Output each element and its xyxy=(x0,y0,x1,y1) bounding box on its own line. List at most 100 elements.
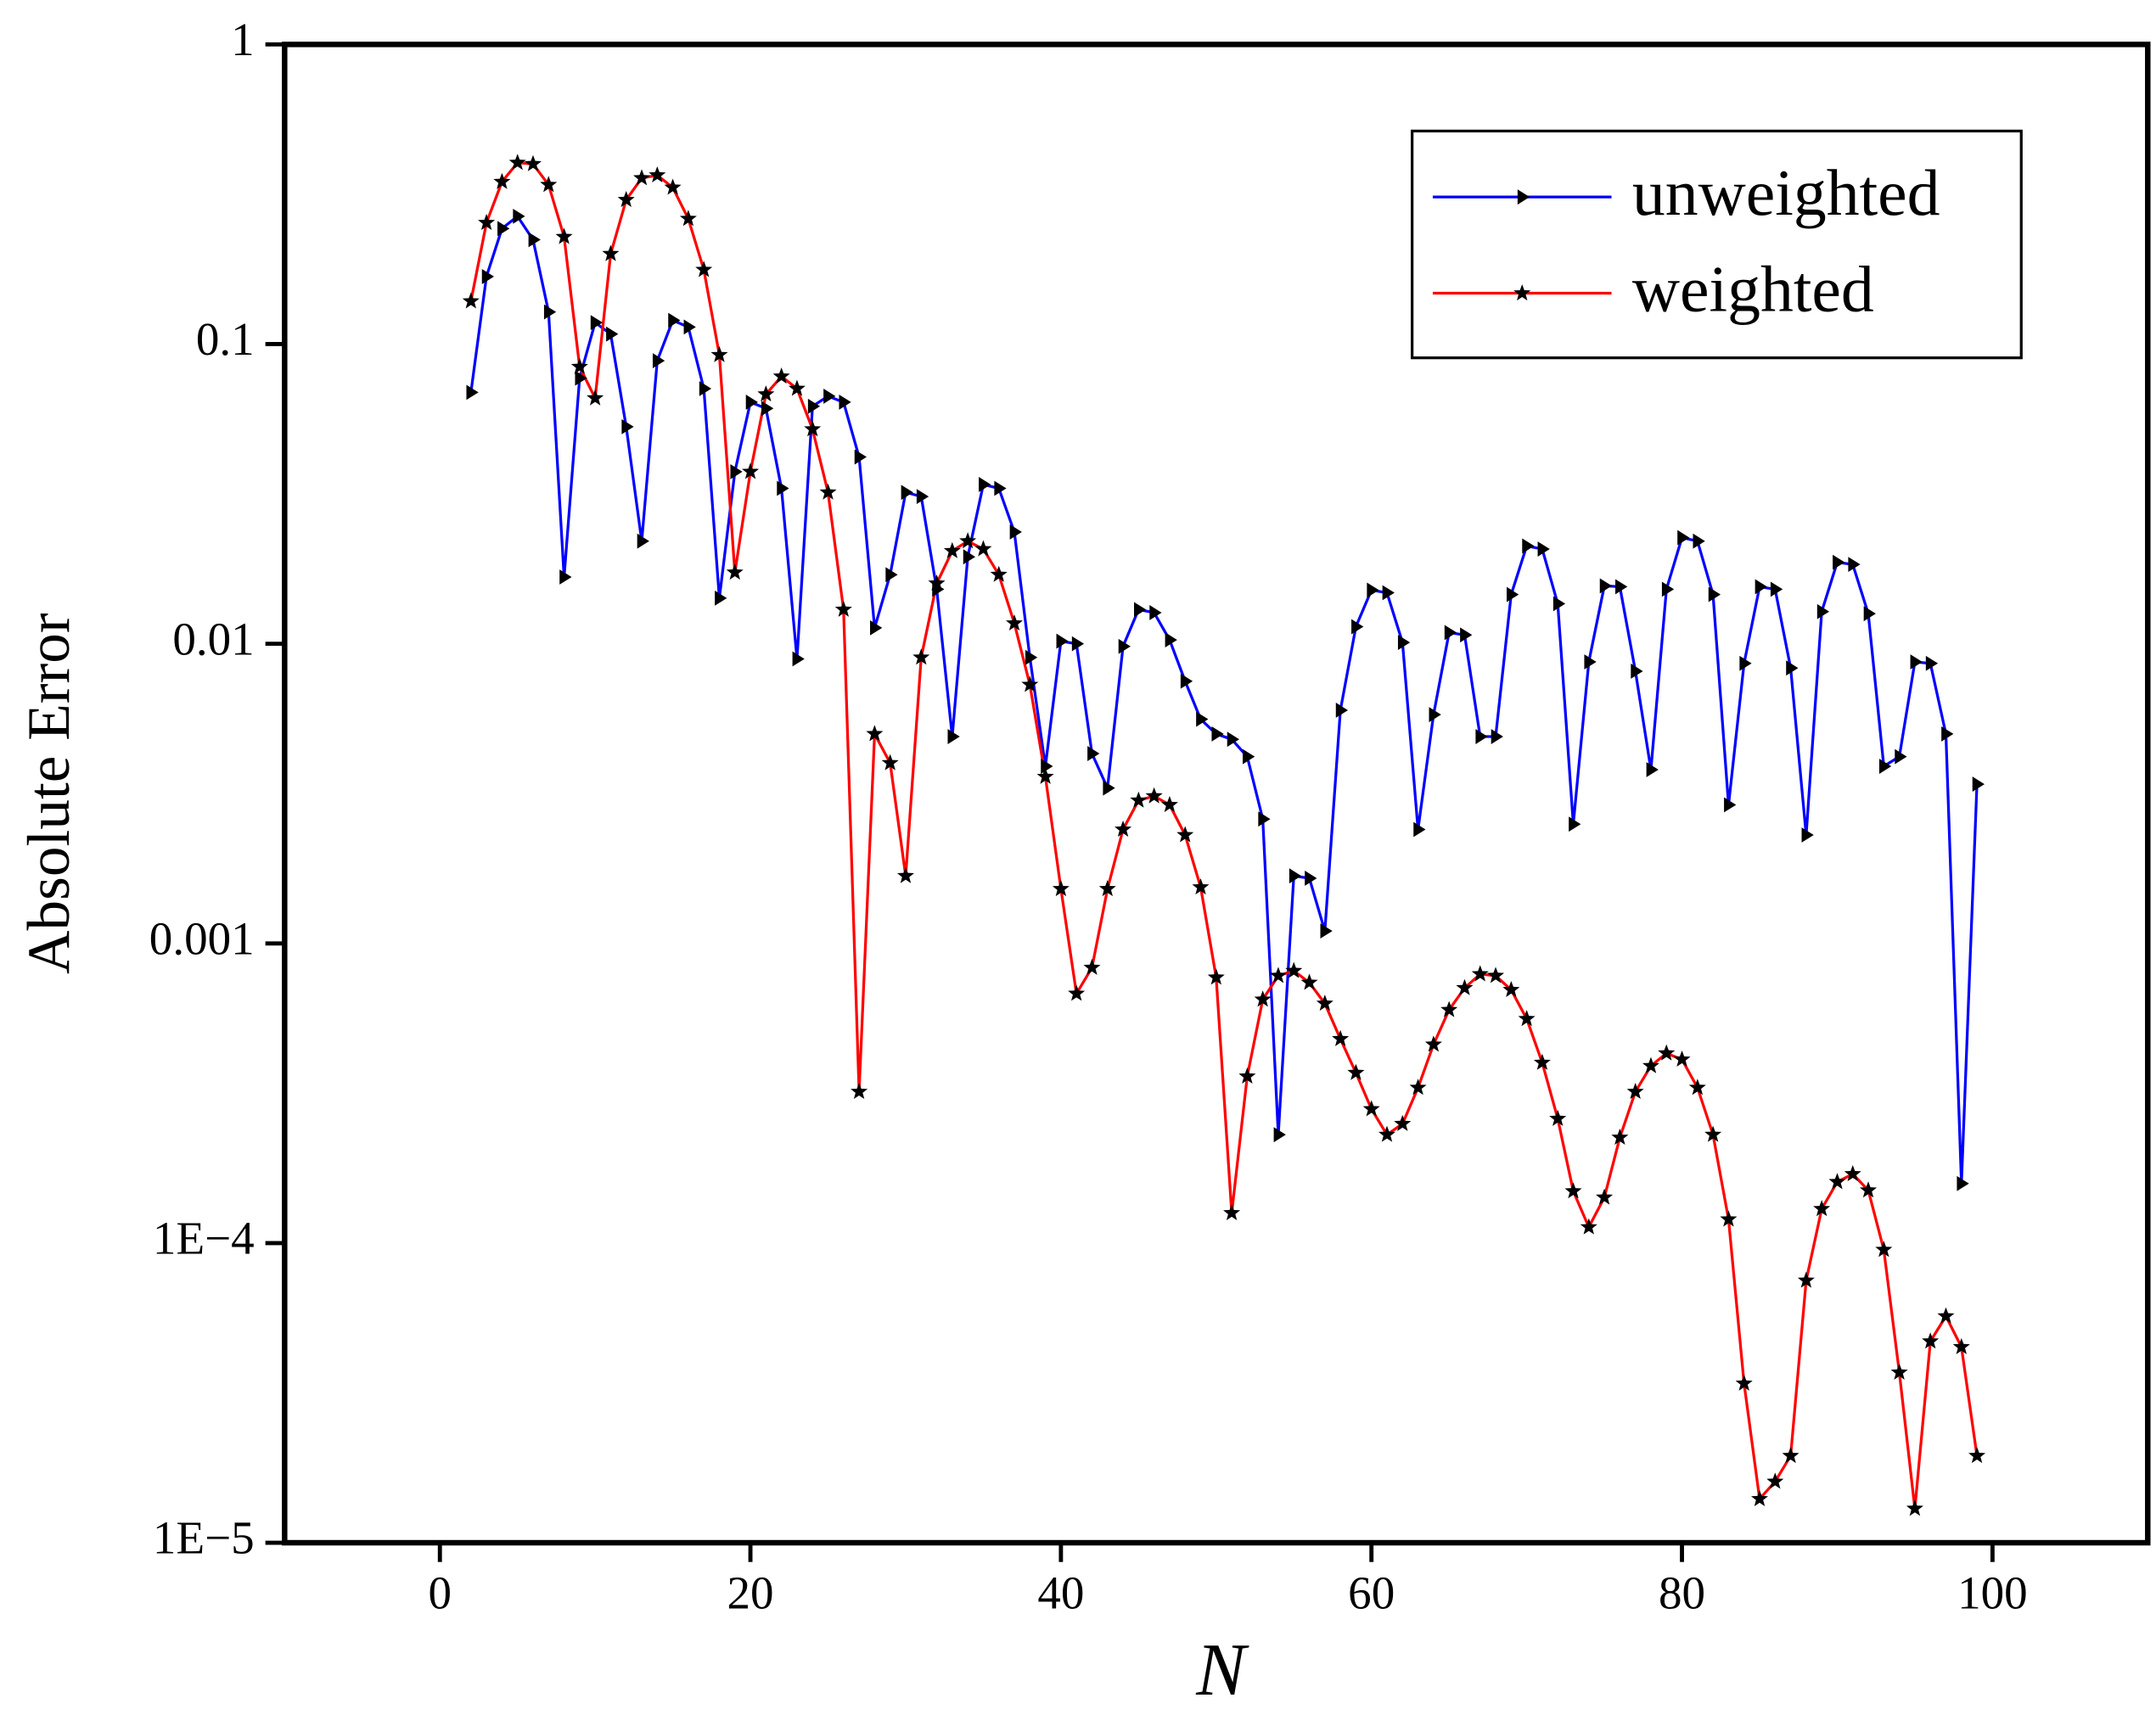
data-point xyxy=(1596,1188,1614,1205)
data-point xyxy=(1739,655,1752,671)
data-point xyxy=(959,532,977,549)
data-point xyxy=(668,312,681,328)
data-point xyxy=(543,304,557,320)
data-point xyxy=(1475,729,1488,744)
data-point xyxy=(1083,958,1101,975)
data-point xyxy=(834,600,852,617)
data-point xyxy=(1273,1127,1286,1143)
data-point xyxy=(1906,1499,1923,1516)
data-point xyxy=(1766,1472,1784,1489)
data-point xyxy=(1409,1079,1427,1096)
data-point xyxy=(1335,703,1349,718)
data-point xyxy=(1130,791,1148,808)
data-point xyxy=(974,540,992,557)
data-point xyxy=(1506,586,1519,602)
data-point xyxy=(679,210,697,227)
data-point xyxy=(1673,1050,1691,1068)
data-point xyxy=(885,567,898,583)
data-point xyxy=(804,420,822,437)
data-point xyxy=(1207,968,1225,985)
data-point xyxy=(1036,767,1054,784)
data-point xyxy=(1863,606,1876,622)
data-point xyxy=(1895,748,1907,765)
data-point xyxy=(792,651,805,667)
legend-marker xyxy=(1513,284,1531,301)
data-point xyxy=(912,648,930,665)
data-point xyxy=(575,370,587,386)
data-point xyxy=(1704,1125,1722,1142)
data-point xyxy=(1537,541,1550,557)
data-point xyxy=(1844,1164,1861,1182)
legend: unweighted weighted xyxy=(1411,129,2023,360)
data-point xyxy=(1041,759,1053,774)
data-point xyxy=(497,221,510,237)
data-point xyxy=(1149,605,1162,620)
data-point xyxy=(1491,729,1503,744)
data-point xyxy=(1397,635,1411,651)
data-point xyxy=(637,533,649,549)
data-point xyxy=(1611,1128,1629,1146)
data-point xyxy=(896,866,914,883)
data-point xyxy=(513,208,525,224)
data-point xyxy=(928,574,946,591)
data-point xyxy=(1599,578,1612,594)
data-point xyxy=(1413,821,1426,838)
x-tick-label: 20 xyxy=(727,1566,774,1618)
data-point xyxy=(528,232,541,248)
data-point xyxy=(757,385,775,402)
data-point xyxy=(683,319,696,335)
data-point xyxy=(916,489,929,505)
data-point xyxy=(1362,1100,1380,1117)
x-tick-label: 60 xyxy=(1348,1566,1395,1618)
data-point xyxy=(1937,1307,1955,1324)
data-point xyxy=(559,569,572,585)
data-point xyxy=(1165,632,1177,648)
data-point xyxy=(963,549,976,565)
data-point xyxy=(1444,625,1457,641)
legend-label: weighted xyxy=(1632,253,1874,326)
data-point xyxy=(1922,1332,1940,1349)
data-point xyxy=(1720,1210,1738,1227)
data-point xyxy=(839,395,851,410)
data-point xyxy=(1925,655,1939,671)
legend-label: unweighted xyxy=(1632,156,1940,229)
data-point xyxy=(1025,649,1038,665)
data-point xyxy=(819,483,837,500)
data-point xyxy=(1658,1044,1676,1061)
data-point xyxy=(947,729,960,744)
data-point xyxy=(1133,602,1147,618)
data-point xyxy=(481,269,495,284)
data-point xyxy=(943,541,961,558)
data-point xyxy=(1052,880,1070,897)
data-point xyxy=(1305,871,1317,886)
data-point xyxy=(990,565,1008,582)
data-point xyxy=(1320,923,1333,939)
data-point xyxy=(606,326,619,342)
data-point xyxy=(1828,1173,1846,1190)
data-point xyxy=(1006,614,1024,631)
data-point xyxy=(1646,762,1659,777)
data-point xyxy=(570,357,588,374)
data-point xyxy=(1522,538,1535,554)
data-point xyxy=(1456,978,1474,995)
data-point xyxy=(1460,627,1473,643)
data-point xyxy=(1878,759,1892,774)
data-point xyxy=(1735,1374,1753,1391)
data-point xyxy=(761,401,774,417)
data-point xyxy=(555,227,573,244)
data-point xyxy=(1440,1000,1458,1017)
data-point xyxy=(1968,1447,1986,1464)
data-point xyxy=(590,315,604,331)
y-tick-label: 0.01 xyxy=(172,613,254,664)
data-point xyxy=(1972,776,1985,792)
data-point xyxy=(466,384,479,401)
data-point xyxy=(1160,795,1178,812)
y-tick-label: 1 xyxy=(231,14,255,65)
data-point xyxy=(1285,961,1303,978)
data-point xyxy=(1724,797,1737,813)
data-point xyxy=(1890,1363,1908,1380)
data-point xyxy=(540,176,558,193)
data-point xyxy=(901,485,913,501)
data-point xyxy=(1258,811,1271,827)
data-point xyxy=(1223,1203,1241,1220)
